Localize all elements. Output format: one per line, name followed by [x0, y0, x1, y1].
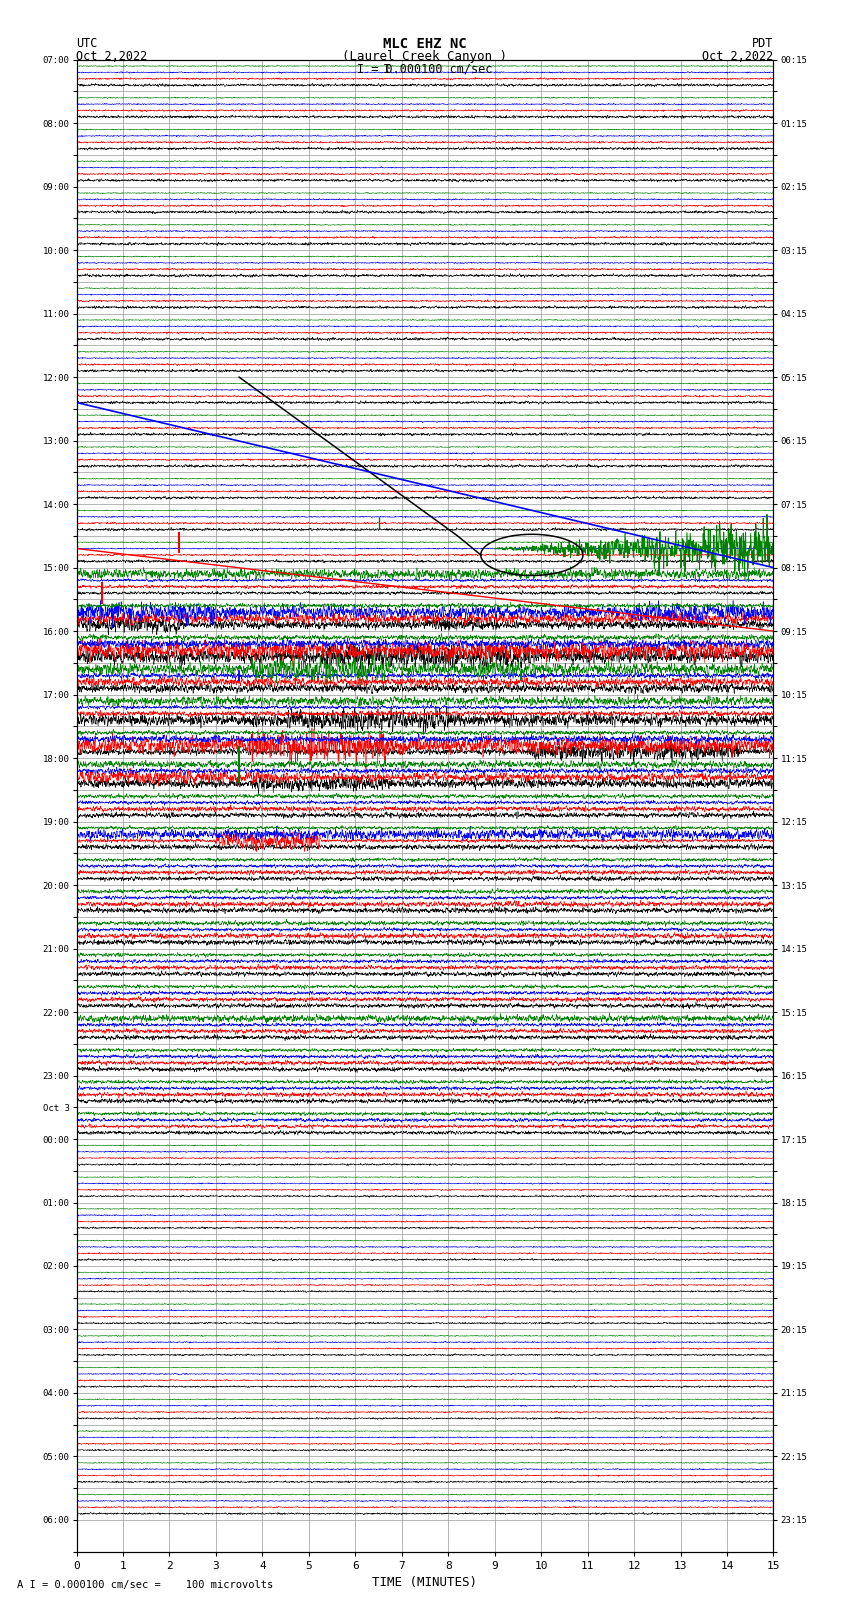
Text: A I = 0.000100 cm/sec =    100 microvolts: A I = 0.000100 cm/sec = 100 microvolts: [17, 1581, 273, 1590]
Text: I = 0.000100 cm/sec: I = 0.000100 cm/sec: [357, 63, 493, 76]
Text: MLC EHZ NC: MLC EHZ NC: [383, 37, 467, 52]
Text: (Laurel Creek Canyon ): (Laurel Creek Canyon ): [343, 50, 507, 63]
Text: UTC: UTC: [76, 37, 98, 50]
Text: PDT: PDT: [752, 37, 774, 50]
X-axis label: TIME (MINUTES): TIME (MINUTES): [372, 1576, 478, 1589]
Text: Oct 2,2022: Oct 2,2022: [702, 50, 774, 63]
Text: Oct 2,2022: Oct 2,2022: [76, 50, 148, 63]
Text: I: I: [383, 63, 390, 76]
